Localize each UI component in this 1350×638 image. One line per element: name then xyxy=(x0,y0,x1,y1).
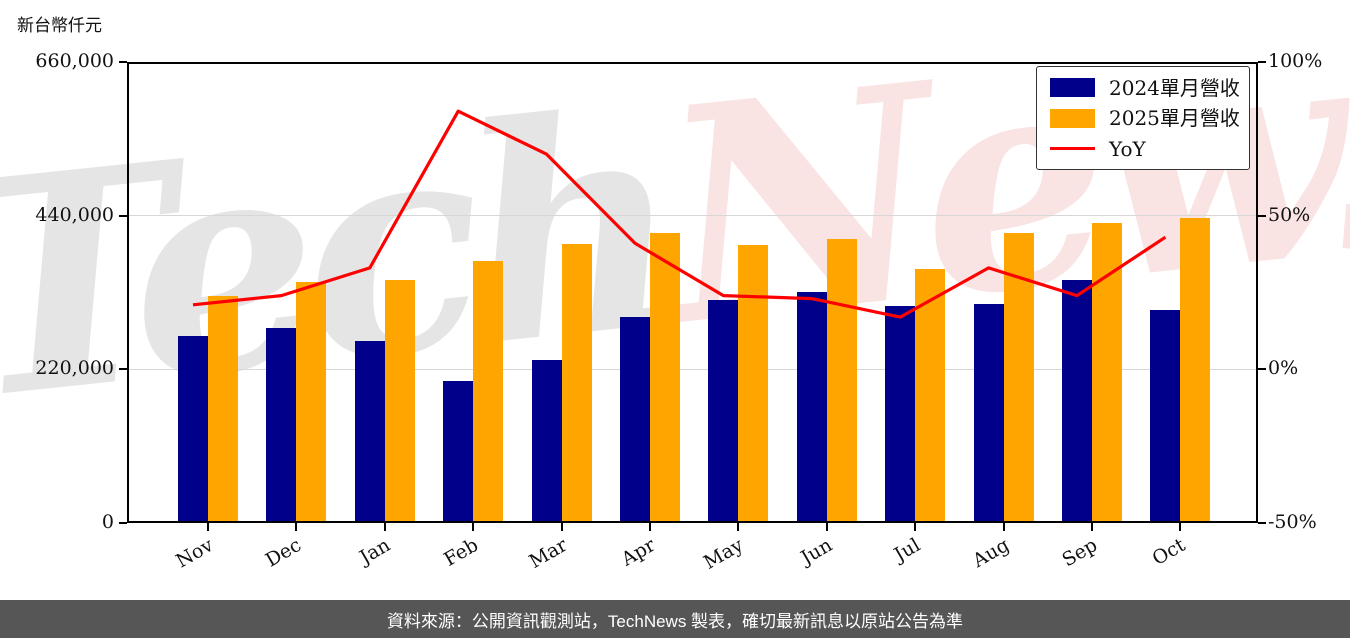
legend-swatch-yoy-line xyxy=(1050,147,1095,150)
x-tick-Aug xyxy=(1002,523,1005,531)
left-axis-label-220,000: 220,000 xyxy=(35,357,114,380)
bar-2025單月營收-May xyxy=(738,245,769,523)
right-tick-50% xyxy=(1258,214,1266,217)
legend-swatch-2025-bar xyxy=(1050,108,1095,128)
legend-item-2024: 2024單月營收 xyxy=(1037,78,1249,98)
bar-2024單月營收-Jun xyxy=(796,291,827,523)
bar-2024單月營收-May xyxy=(708,299,739,523)
bar-2025單月營收-Nov xyxy=(208,296,238,523)
bar-2024單月營收-Aug xyxy=(973,304,1004,523)
bar-2024單月營收-Nov xyxy=(178,335,208,523)
x-tick-Jan xyxy=(383,523,386,531)
left-tick-220,000 xyxy=(119,368,127,371)
left-tick-660,000 xyxy=(119,61,127,63)
legend-label-yoy: YoY xyxy=(1109,136,1146,161)
bar-2024單月營收-Oct xyxy=(1150,309,1181,523)
left-axis-label-660,000: 660,000 xyxy=(35,50,114,72)
legend-label-2024: 2024單月營收 xyxy=(1109,75,1240,100)
bar-2024單月營收-Mar xyxy=(531,359,562,523)
left-tick-440,000 xyxy=(119,214,127,217)
legend: 2024單月營收 2025單月營收 YoY xyxy=(1036,66,1250,170)
x-tick-Feb xyxy=(472,523,475,531)
bar-2024單月營收-Feb xyxy=(443,381,474,523)
bar-2024單月營收-Jan xyxy=(354,340,385,523)
bar-2025單月營收-Mar xyxy=(561,243,592,523)
x-axis-label-Jul: Jul xyxy=(890,534,925,567)
x-axis-label-Oct: Oct xyxy=(1149,534,1190,570)
x-axis-label-Feb: Feb xyxy=(440,534,483,571)
bar-2025單月營收-Apr xyxy=(650,233,680,523)
x-axis-label-Dec: Dec xyxy=(262,534,306,572)
left-tick-0 xyxy=(119,522,127,524)
source-footer-text: 資料來源：公開資訊觀測站，TechNews 製表，確切最新訊息以原站公告為準 xyxy=(386,611,964,631)
x-axis-label-Mar: Mar xyxy=(525,534,571,573)
plot-area xyxy=(127,62,1258,523)
bar-2024單月營收-Sep xyxy=(1062,279,1092,523)
x-axis-label-Sep: Sep xyxy=(1058,534,1101,572)
source-footer: 資料來源：公開資訊觀測站，TechNews 製表，確切最新訊息以原站公告為準 xyxy=(0,600,1350,638)
right-axis-label-0%: 0% xyxy=(1268,357,1299,380)
x-axis-label-Jan: Jan xyxy=(355,534,394,569)
x-tick-Sep xyxy=(1091,523,1093,531)
right-axis-label-100%: 100% xyxy=(1268,50,1323,72)
bar-2025單月營收-Jan xyxy=(384,279,415,523)
right-axis-label--50%: -50% xyxy=(1268,511,1317,533)
bar-2024單月營收-Jul xyxy=(885,305,916,523)
bar-2025單月營收-Oct xyxy=(1180,218,1211,523)
bar-2025單月營收-Feb xyxy=(473,261,504,523)
x-tick-Jun xyxy=(825,523,828,531)
yoy-line xyxy=(192,109,1167,319)
bar-2025單月營收-Dec xyxy=(296,282,327,523)
bar-2025單月營收-Sep xyxy=(1092,222,1122,523)
x-axis-label-Aug: Aug xyxy=(968,534,1013,573)
bar-2025單月營收-Jun xyxy=(826,238,857,523)
legend-item-2025: 2025單月營收 xyxy=(1037,108,1249,128)
x-axis-label-Apr: Apr xyxy=(617,534,659,571)
right-axis-label-50%: 50% xyxy=(1268,203,1311,226)
y-axis-unit-label: 新台幣仟元 xyxy=(17,16,102,36)
legend-label-2025: 2025單月營收 xyxy=(1109,106,1240,130)
gridline-220,000 xyxy=(127,368,1258,371)
x-axis-label-Jun: Jun xyxy=(797,534,836,570)
legend-item-yoy: YoY xyxy=(1037,139,1249,159)
legend-swatch-2024-bar xyxy=(1050,78,1095,97)
left-axis-label-440,000: 440,000 xyxy=(35,203,114,226)
bar-2024單月營收-Dec xyxy=(266,328,297,523)
x-axis-label-Nov: Nov xyxy=(172,534,217,573)
x-tick-Mar xyxy=(560,523,563,531)
x-tick-Dec xyxy=(295,523,298,531)
x-tick-Apr xyxy=(649,523,651,531)
right-tick--50% xyxy=(1258,522,1266,524)
x-axis-label-May: May xyxy=(700,534,748,574)
gridline-440,000 xyxy=(127,214,1258,217)
x-tick-May xyxy=(737,523,740,531)
left-axis-label-0: 0 xyxy=(101,511,114,533)
x-tick-Nov xyxy=(207,523,209,531)
x-tick-Oct xyxy=(1179,523,1182,531)
right-tick-100% xyxy=(1258,61,1266,63)
x-tick-Jul xyxy=(914,523,917,531)
right-tick-0% xyxy=(1258,368,1266,371)
bar-2024單月營收-Apr xyxy=(620,316,650,523)
bar-2025單月營收-Jul xyxy=(915,268,946,523)
